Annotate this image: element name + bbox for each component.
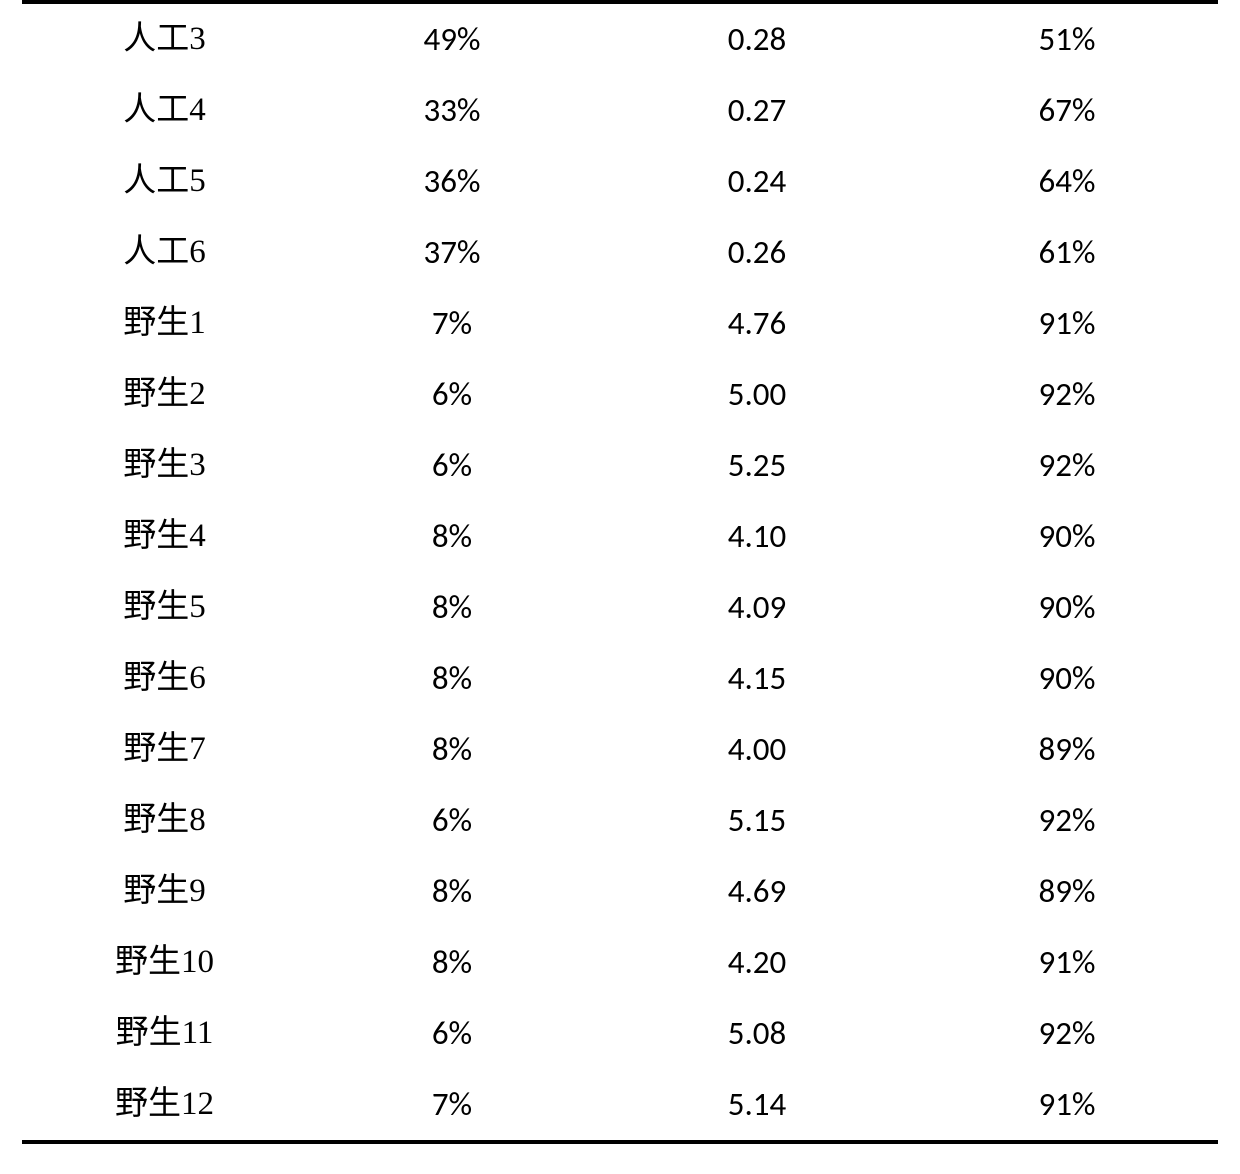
row-col4: 91% <box>917 946 1217 979</box>
row-label: 人工6 <box>22 236 307 269</box>
row-col2: 8% <box>307 662 597 695</box>
row-col3: 4.00 <box>597 733 917 766</box>
row-col3: 4.76 <box>597 307 917 340</box>
row-col4: 67% <box>917 94 1217 127</box>
row-col2: 37% <box>307 236 597 269</box>
row-label: 野生3 <box>22 449 307 482</box>
table-row: 野生7 8% 4.00 89% <box>22 714 1218 785</box>
row-label: 野生10 <box>22 946 307 979</box>
table-row: 人工4 33% 0.27 67% <box>22 75 1218 146</box>
table-row: 人工3 49% 0.28 51% <box>22 4 1218 75</box>
row-label: 野生6 <box>22 662 307 695</box>
row-col4: 89% <box>917 875 1217 908</box>
row-col3: 0.28 <box>597 23 917 56</box>
table-row: 野生10 8% 4.20 91% <box>22 927 1218 998</box>
row-col4: 92% <box>917 449 1217 482</box>
row-col4: 64% <box>917 165 1217 198</box>
table-row: 野生2 6% 5.00 92% <box>22 359 1218 430</box>
row-label: 野生11 <box>22 1017 307 1050</box>
row-col4: 91% <box>917 307 1217 340</box>
row-col2: 8% <box>307 875 597 908</box>
row-label: 人工5 <box>22 165 307 198</box>
table-row: 野生9 8% 4.69 89% <box>22 856 1218 927</box>
row-col3: 5.25 <box>597 449 917 482</box>
row-col2: 49% <box>307 23 597 56</box>
row-label: 野生1 <box>22 307 307 340</box>
row-col3: 5.00 <box>597 378 917 411</box>
table-row: 野生8 6% 5.15 92% <box>22 785 1218 856</box>
row-col4: 92% <box>917 378 1217 411</box>
page: 人工3 49% 0.28 51% 人工4 33% 0.27 67% 人工5 36… <box>0 0 1240 1174</box>
row-col3: 4.69 <box>597 875 917 908</box>
row-label: 人工3 <box>22 23 307 56</box>
row-col4: 92% <box>917 1017 1217 1050</box>
row-col2: 33% <box>307 94 597 127</box>
data-table: 人工3 49% 0.28 51% 人工4 33% 0.27 67% 人工5 36… <box>22 0 1218 1144</box>
row-col3: 5.15 <box>597 804 917 837</box>
table-row: 人工5 36% 0.24 64% <box>22 146 1218 217</box>
table-row: 野生12 7% 5.14 91% <box>22 1069 1218 1140</box>
table-row: 野生6 8% 4.15 90% <box>22 643 1218 714</box>
row-label: 人工4 <box>22 94 307 127</box>
row-col4: 51% <box>917 23 1217 56</box>
row-col4: 90% <box>917 591 1217 624</box>
row-col3: 5.08 <box>597 1017 917 1050</box>
row-col4: 90% <box>917 520 1217 553</box>
row-col4: 90% <box>917 662 1217 695</box>
row-label: 野生5 <box>22 591 307 624</box>
row-col3: 0.27 <box>597 94 917 127</box>
row-col3: 0.24 <box>597 165 917 198</box>
row-col2: 36% <box>307 165 597 198</box>
row-col3: 0.26 <box>597 236 917 269</box>
row-col4: 92% <box>917 804 1217 837</box>
row-label: 野生7 <box>22 733 307 766</box>
row-col2: 6% <box>307 449 597 482</box>
row-col2: 7% <box>307 307 597 340</box>
row-label: 野生2 <box>22 378 307 411</box>
row-col2: 6% <box>307 804 597 837</box>
table-row: 野生1 7% 4.76 91% <box>22 288 1218 359</box>
row-col3: 4.10 <box>597 520 917 553</box>
row-col2: 8% <box>307 520 597 553</box>
table-row: 人工6 37% 0.26 61% <box>22 217 1218 288</box>
row-col3: 4.09 <box>597 591 917 624</box>
row-col2: 6% <box>307 378 597 411</box>
table-row: 野生5 8% 4.09 90% <box>22 572 1218 643</box>
table-row: 野生4 8% 4.10 90% <box>22 501 1218 572</box>
table-row: 野生11 6% 5.08 92% <box>22 998 1218 1069</box>
row-label: 野生12 <box>22 1088 307 1121</box>
row-col2: 8% <box>307 733 597 766</box>
row-col4: 89% <box>917 733 1217 766</box>
row-col2: 8% <box>307 591 597 624</box>
row-col3: 4.20 <box>597 946 917 979</box>
row-col4: 61% <box>917 236 1217 269</box>
row-col2: 7% <box>307 1088 597 1121</box>
row-label: 野生4 <box>22 520 307 553</box>
row-col4: 91% <box>917 1088 1217 1121</box>
row-col2: 6% <box>307 1017 597 1050</box>
table-row: 野生3 6% 5.25 92% <box>22 430 1218 501</box>
row-col3: 5.14 <box>597 1088 917 1121</box>
row-col3: 4.15 <box>597 662 917 695</box>
row-col2: 8% <box>307 946 597 979</box>
row-label: 野生8 <box>22 804 307 837</box>
row-label: 野生9 <box>22 875 307 908</box>
